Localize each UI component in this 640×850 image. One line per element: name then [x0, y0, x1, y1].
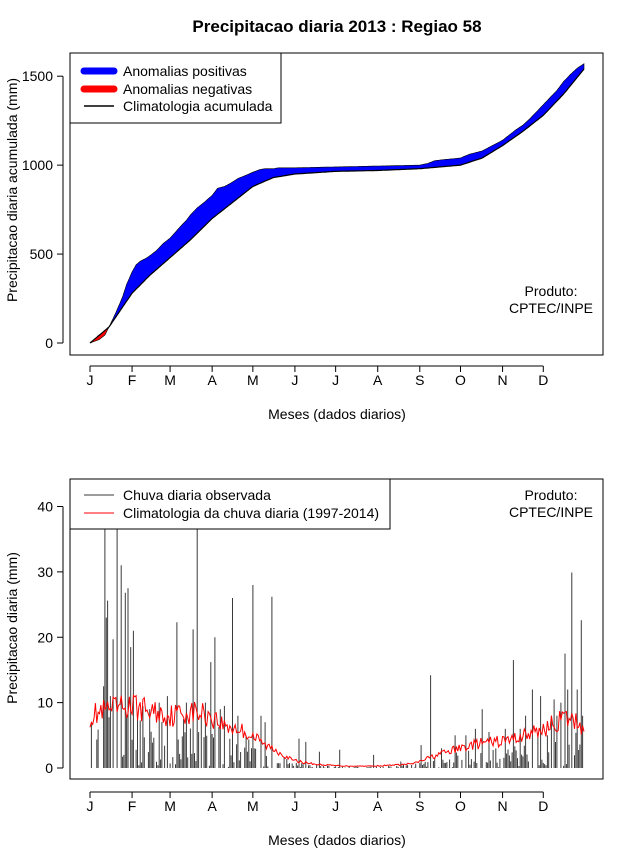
plot-frame — [69, 52, 604, 356]
x-tick-label: J — [87, 372, 94, 388]
x-tick-label: M — [164, 372, 176, 388]
x-tick-label: M — [247, 798, 259, 814]
climatology-cumulative-line — [89, 68, 585, 344]
y-tick-label: 1500 — [22, 68, 53, 84]
y-tick-label: 40 — [37, 499, 53, 515]
y-axis: 0 500 1000 1500 — [22, 68, 64, 351]
y-tick-label: 1000 — [22, 157, 53, 173]
x-tick-label: A — [207, 372, 217, 388]
x-tick-label: N — [498, 372, 508, 388]
x-axis-label: Meses (dados diarios) — [268, 406, 406, 422]
daily-panel: J F M A M J J A S O N D 0 10 20 30 40 Meses (dados diar… — [4, 478, 604, 848]
y-tick-label: 30 — [37, 564, 53, 580]
y-tick-label: 500 — [30, 246, 54, 262]
x-tick-label: F — [128, 372, 137, 388]
x-tick-label: F — [128, 798, 137, 814]
legend: Chuva diaria observada Climatologia da c… — [69, 478, 391, 530]
x-tick-label: A — [373, 798, 383, 814]
y-tick-label: 0 — [45, 760, 53, 776]
x-tick-label: J — [332, 372, 339, 388]
y-axis-label: Precipitacao diaria (mm) — [4, 552, 20, 704]
y-tick-label: 0 — [45, 335, 53, 351]
y-tick-label: 20 — [37, 629, 53, 645]
product-source: CPTEC/INPE — [509, 504, 593, 520]
x-tick-label: D — [538, 798, 548, 814]
x-tick-label: J — [291, 798, 298, 814]
legend-label-climatology: Climatologia da chuva diaria (1997-2014) — [123, 505, 379, 521]
cumulative-panel: J F M A M J J A S O N D 0 500 1000 1500 Meses (dados d… — [4, 52, 604, 422]
x-tick-label: M — [247, 372, 259, 388]
y-tick-label: 10 — [37, 695, 53, 711]
x-tick-label: M — [164, 798, 176, 814]
x-axis-label: Meses (dados diarios) — [268, 832, 406, 848]
legend-label-observed: Chuva diaria observada — [123, 487, 271, 503]
x-tick-label: A — [373, 372, 383, 388]
x-tick-label: J — [291, 372, 298, 388]
x-tick-label: D — [538, 372, 548, 388]
y-axis-label: Precipitacao diaria acumulada (mm) — [4, 78, 20, 302]
x-tick-label: S — [415, 372, 424, 388]
x-tick-label: S — [415, 798, 424, 814]
legend-box — [69, 478, 391, 530]
legend-label-climatology: Climatologia acumulada — [123, 98, 273, 114]
x-tick-label: J — [87, 798, 94, 814]
chart-title: Precipitacao diaria 2013 : Regiao 58 — [192, 17, 481, 36]
x-tick-label: N — [498, 798, 508, 814]
legend-label-positive: Anomalias positivas — [123, 63, 247, 79]
x-tick-label: O — [455, 798, 466, 814]
y-axis: 0 10 20 30 40 — [37, 499, 64, 776]
observed-daily-bars — [90, 524, 584, 768]
climatology-daily-line — [89, 693, 585, 768]
legend: Anomalias positivas Anomalias negativas … — [69, 52, 282, 124]
product-label: Produto: — [525, 283, 578, 299]
x-tick-label: J — [332, 798, 339, 814]
x-tick-label: A — [207, 798, 217, 814]
x-tick-label: O — [455, 372, 466, 388]
product-source: CPTEC/INPE — [509, 300, 593, 316]
legend-label-negative: Anomalias negativas — [123, 81, 252, 97]
product-label: Produto: — [525, 487, 578, 503]
